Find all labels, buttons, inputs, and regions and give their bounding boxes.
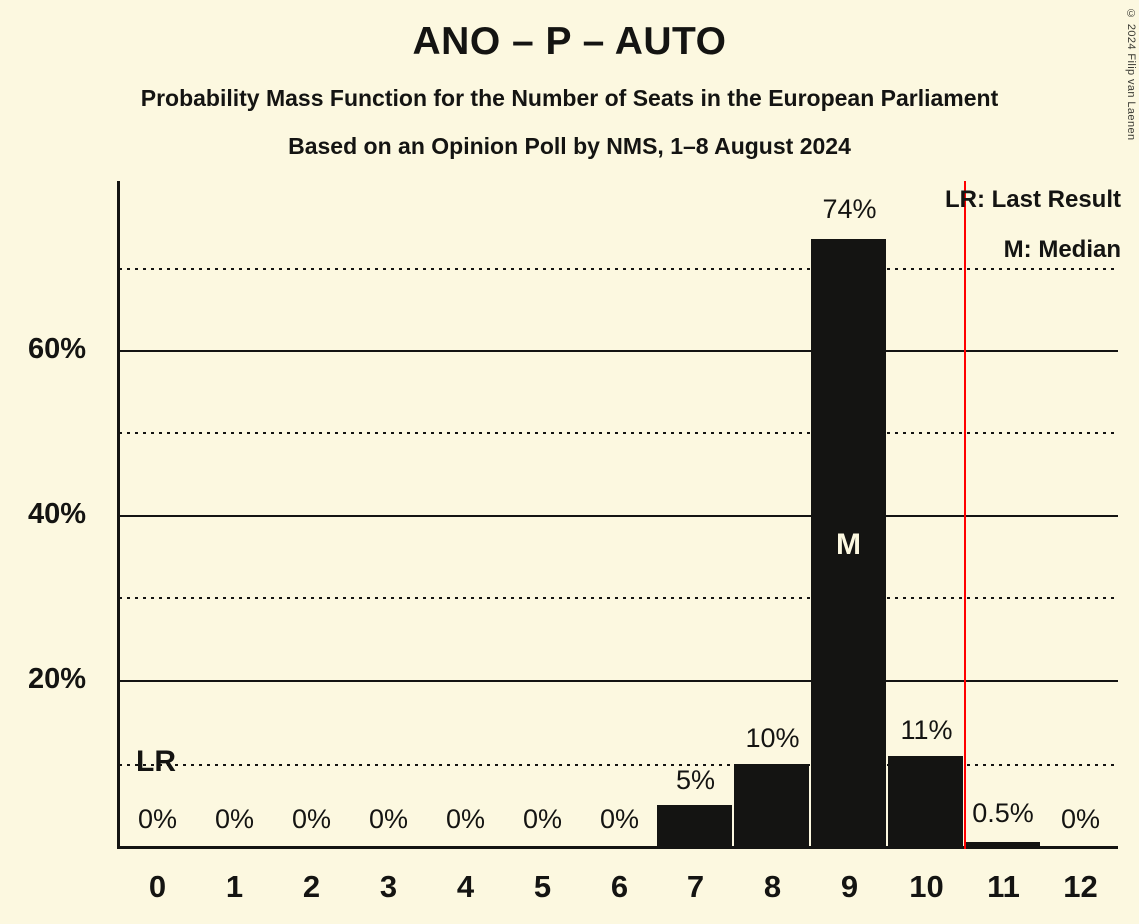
bar-value-4: 0% (445, 804, 486, 834)
bar-value-6: 0% (599, 804, 640, 834)
median-marker: M (836, 528, 861, 561)
gridline-60 (119, 350, 1118, 352)
xtick-label-4: 4 (456, 869, 475, 904)
gridline-30 (119, 597, 1118, 599)
gridline-70 (119, 268, 1118, 270)
xtick-label-9: 9 (840, 869, 859, 904)
last-result-marker: LR (136, 745, 176, 778)
xtick-label-3: 3 (379, 869, 398, 904)
bar-value-11: 0.5% (972, 798, 1034, 828)
y-axis (117, 181, 120, 849)
chart-header: ANO – P – AUTO Probability Mass Function… (0, 0, 1139, 158)
chart-source-line: Based on an Opinion Poll by NMS, 1–8 Aug… (288, 133, 851, 159)
bar-value-5: 0% (522, 804, 563, 834)
page-title: ANO – P – AUTO (412, 20, 727, 63)
bar-value-7: 5% (675, 765, 716, 795)
gridline-20 (119, 680, 1118, 682)
x-axis (117, 846, 1118, 849)
xtick-label-0: 0 (148, 869, 167, 904)
xtick-label-12: 12 (1063, 869, 1098, 904)
bar-value-10: 11% (900, 715, 953, 745)
copyright-notice: © 2024 Filip van Laenen (1125, 8, 1137, 141)
xtick-label-7: 7 (686, 869, 705, 904)
xtick-label-8: 8 (763, 869, 782, 904)
ytick-label-20: 20% (27, 663, 86, 695)
bar-value-8: 10% (745, 723, 800, 753)
xtick-label-10: 10 (909, 869, 944, 904)
bar-10 (888, 756, 963, 846)
bar-value-3: 0% (368, 804, 409, 834)
xtick-label-11: 11 (987, 869, 1020, 904)
bar-value-2: 0% (291, 804, 332, 834)
bar-value-12: 0% (1060, 804, 1101, 834)
xtick-label-5: 5 (533, 869, 552, 904)
bar-11 (965, 842, 1040, 846)
ytick-label-60: 60% (27, 333, 86, 365)
xtick-label-2: 2 (302, 869, 321, 904)
xtick-label-1: 1 (225, 869, 244, 904)
chart-subtitle: Probability Mass Function for the Number… (140, 85, 999, 111)
gridline-10 (119, 764, 1118, 766)
bar-value-0: 0% (137, 804, 178, 834)
xtick-label-6: 6 (610, 869, 629, 904)
bar-value-9: 74% (822, 194, 877, 224)
ytick-label-40: 40% (27, 498, 86, 530)
gridline-50 (119, 432, 1118, 434)
last-result-line (964, 181, 966, 849)
bar-9 (811, 239, 886, 846)
bar-value-1: 0% (214, 804, 255, 834)
bar-7 (657, 805, 732, 846)
gridline-40 (119, 515, 1118, 517)
legend-last-result: LR: Last Result (944, 186, 1121, 213)
legend-median: M: Median (1003, 236, 1121, 263)
bar-8 (734, 764, 809, 846)
